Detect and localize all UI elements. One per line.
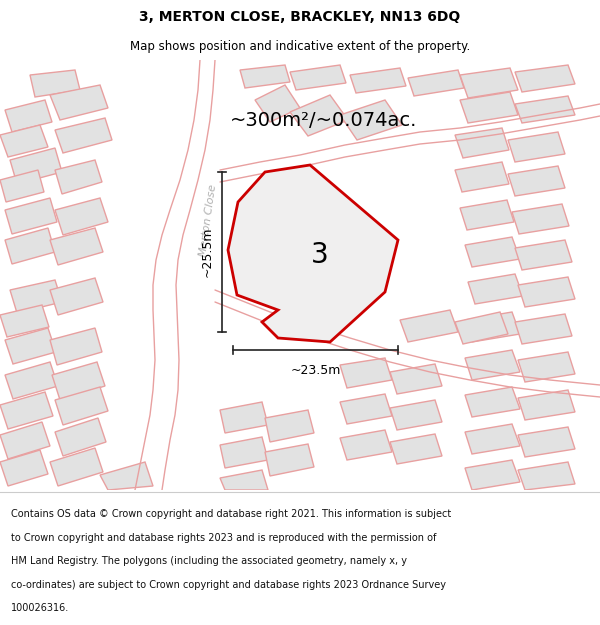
Polygon shape (455, 162, 509, 192)
Text: ~25.5m: ~25.5m (201, 227, 214, 278)
Polygon shape (55, 160, 102, 194)
Polygon shape (390, 364, 442, 394)
Polygon shape (220, 437, 268, 468)
Polygon shape (290, 65, 346, 90)
Polygon shape (390, 434, 442, 464)
Polygon shape (465, 237, 520, 267)
Polygon shape (518, 427, 575, 457)
Polygon shape (340, 100, 402, 140)
Polygon shape (10, 280, 62, 313)
Text: Merton Close: Merton Close (198, 183, 218, 257)
Polygon shape (10, 148, 62, 184)
Polygon shape (518, 277, 575, 307)
Polygon shape (512, 204, 569, 234)
Text: HM Land Registry. The polygons (including the associated geometry, namely x, y: HM Land Registry. The polygons (includin… (11, 556, 407, 566)
Polygon shape (518, 352, 575, 382)
Text: Map shows position and indicative extent of the property.: Map shows position and indicative extent… (130, 40, 470, 53)
Polygon shape (5, 228, 55, 264)
Polygon shape (0, 305, 49, 337)
Polygon shape (515, 96, 575, 123)
Polygon shape (50, 328, 102, 365)
Polygon shape (0, 125, 48, 157)
Polygon shape (50, 228, 103, 265)
Polygon shape (55, 198, 108, 235)
Polygon shape (455, 312, 508, 344)
Polygon shape (468, 274, 523, 304)
Polygon shape (460, 92, 518, 123)
Polygon shape (390, 400, 442, 430)
Polygon shape (50, 85, 108, 120)
Polygon shape (460, 68, 518, 98)
Polygon shape (0, 450, 48, 486)
Polygon shape (508, 166, 565, 196)
Text: ~300m²/~0.074ac.: ~300m²/~0.074ac. (230, 111, 418, 129)
Polygon shape (508, 132, 565, 162)
Polygon shape (0, 392, 53, 429)
Polygon shape (220, 402, 268, 433)
Polygon shape (455, 128, 509, 158)
Polygon shape (228, 165, 398, 342)
Polygon shape (340, 394, 392, 424)
Polygon shape (265, 444, 314, 476)
Polygon shape (290, 95, 348, 136)
Polygon shape (0, 170, 44, 202)
Polygon shape (515, 65, 575, 92)
Polygon shape (515, 240, 572, 270)
Polygon shape (50, 278, 103, 315)
Polygon shape (340, 358, 392, 388)
Polygon shape (465, 350, 520, 380)
Polygon shape (465, 424, 520, 454)
Text: 100026316.: 100026316. (11, 603, 69, 613)
Polygon shape (55, 387, 108, 425)
Polygon shape (5, 100, 52, 132)
Text: 3: 3 (311, 241, 329, 269)
Polygon shape (350, 68, 406, 93)
Polygon shape (100, 462, 153, 490)
Polygon shape (465, 312, 520, 342)
Polygon shape (240, 65, 290, 88)
Polygon shape (265, 410, 314, 442)
Polygon shape (518, 462, 575, 490)
Polygon shape (55, 118, 112, 153)
Polygon shape (50, 448, 103, 486)
Text: ~23.5m: ~23.5m (290, 364, 341, 377)
Text: to Crown copyright and database rights 2023 and is reproduced with the permissio: to Crown copyright and database rights 2… (11, 532, 436, 542)
Polygon shape (408, 70, 464, 96)
Polygon shape (515, 314, 572, 344)
Polygon shape (0, 422, 50, 459)
Polygon shape (400, 310, 458, 342)
Polygon shape (465, 387, 520, 417)
Polygon shape (52, 362, 105, 400)
Polygon shape (518, 390, 575, 420)
Polygon shape (220, 470, 268, 490)
Polygon shape (5, 362, 58, 399)
Polygon shape (460, 200, 514, 230)
Text: 3, MERTON CLOSE, BRACKLEY, NN13 6DQ: 3, MERTON CLOSE, BRACKLEY, NN13 6DQ (139, 10, 461, 24)
Polygon shape (255, 85, 300, 122)
Polygon shape (340, 430, 392, 460)
Polygon shape (30, 70, 80, 97)
Text: Contains OS data © Crown copyright and database right 2021. This information is : Contains OS data © Crown copyright and d… (11, 509, 451, 519)
Text: co-ordinates) are subject to Crown copyright and database rights 2023 Ordnance S: co-ordinates) are subject to Crown copyr… (11, 580, 446, 590)
Polygon shape (55, 418, 106, 456)
Polygon shape (5, 198, 57, 234)
Polygon shape (5, 328, 56, 364)
Polygon shape (465, 460, 520, 490)
